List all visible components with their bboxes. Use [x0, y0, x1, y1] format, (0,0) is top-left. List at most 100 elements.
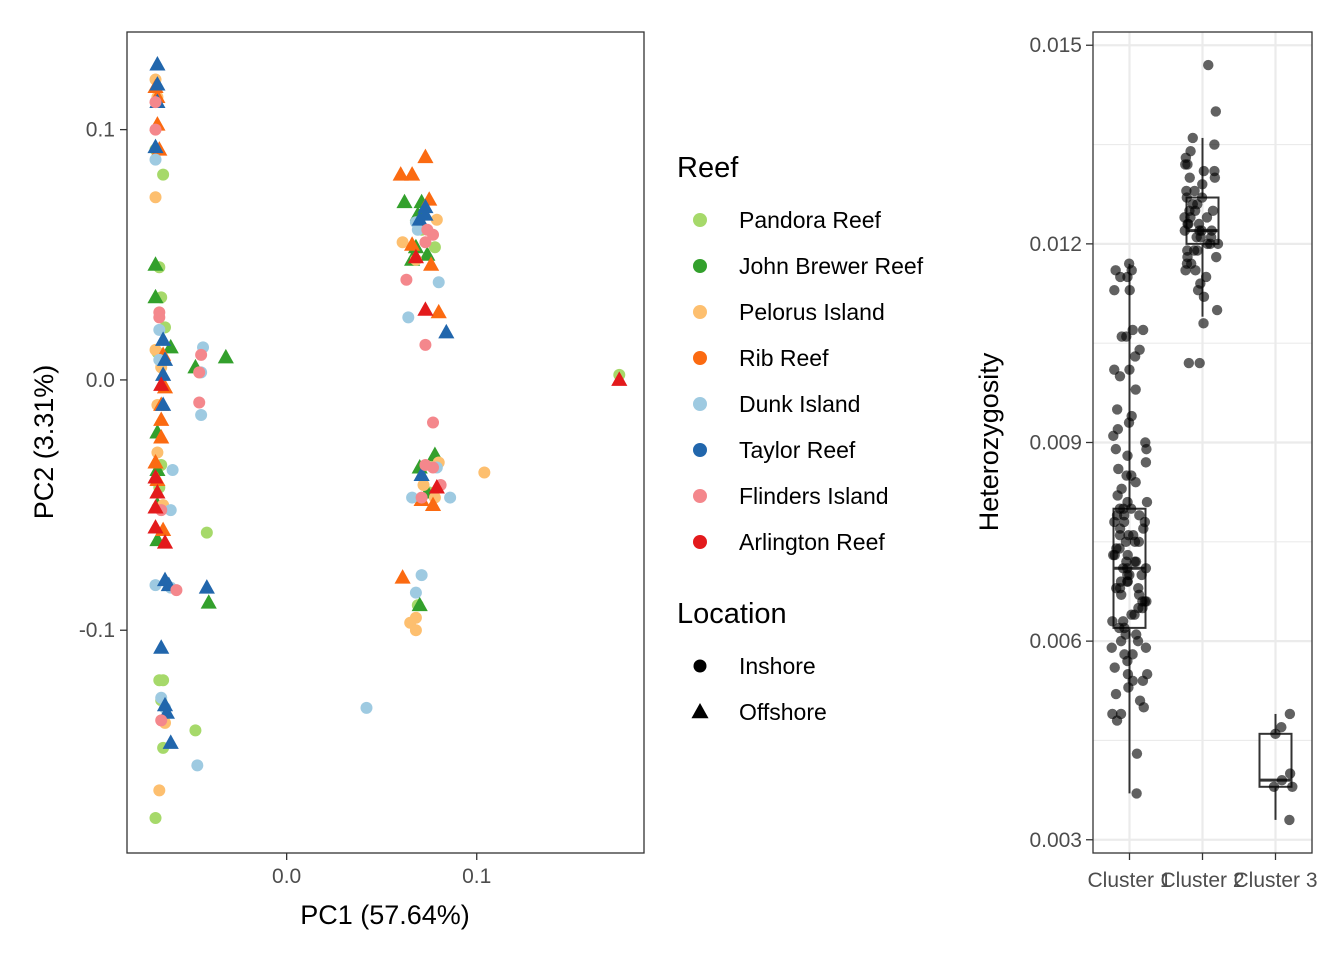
legend-label: Dunk Island	[739, 391, 860, 417]
jitter-point	[1284, 708, 1296, 720]
legend-label: Flinders Island	[739, 483, 889, 509]
point-circle	[195, 348, 208, 361]
legend-label: Rib Reef	[739, 345, 829, 371]
point-circle	[193, 366, 206, 379]
jitter-point	[1126, 609, 1137, 620]
jitter-point	[1191, 232, 1202, 243]
point-triangle	[147, 288, 164, 304]
point-triangle	[404, 166, 421, 181]
point-triangle	[611, 371, 628, 386]
point-triangle	[147, 256, 164, 271]
point-triangle	[217, 348, 234, 364]
box-marks	[1106, 59, 1298, 826]
legend-swatch	[693, 535, 707, 549]
point-triangle	[417, 301, 434, 316]
point-circle	[149, 191, 162, 204]
jitter-point	[1110, 443, 1122, 455]
jitter-point	[1129, 556, 1140, 567]
jitter-point	[1284, 814, 1295, 826]
jitter-point	[1129, 536, 1141, 548]
jitter-point	[1137, 675, 1149, 687]
point-triangle	[392, 166, 409, 181]
jitter-point	[1114, 622, 1125, 634]
point-circle	[149, 579, 162, 592]
legend-label: Taylor Reef	[739, 437, 856, 463]
jitter-point	[1131, 788, 1142, 799]
x-tick-label: Cluster 3	[1233, 869, 1317, 892]
jitter-point	[1111, 404, 1123, 415]
jitter-point	[1122, 655, 1133, 667]
point-circle	[195, 408, 208, 421]
legend-item-dunk-island: Dunk Island	[693, 391, 860, 417]
jitter-point	[1187, 132, 1198, 144]
point-triangle	[149, 56, 166, 71]
series-arlington-reef	[147, 248, 628, 549]
jitter-point	[1123, 682, 1134, 693]
legend-item-rib-reef: Rib Reef	[693, 345, 829, 371]
point-triangle	[147, 469, 164, 484]
legend-swatch	[693, 489, 707, 503]
point-triangle	[407, 248, 424, 264]
legend-swatch	[693, 259, 707, 273]
point-triangle	[404, 236, 421, 251]
point-triangle	[149, 461, 166, 476]
jitter-point	[1115, 635, 1127, 647]
point-triangle	[430, 303, 447, 319]
point-triangle	[423, 256, 440, 271]
point-circle	[428, 241, 441, 254]
y-tick-label: 0.012	[1029, 233, 1082, 256]
point-triangle	[156, 534, 174, 549]
jitter-point	[1198, 165, 1210, 177]
point-triangle	[147, 499, 164, 514]
jitter-point	[1127, 324, 1138, 336]
point-circle	[409, 624, 422, 637]
point-circle	[170, 584, 183, 597]
jitter-point	[1115, 271, 1126, 283]
jitter-point	[1138, 702, 1149, 713]
point-triangle	[394, 569, 411, 584]
point-triangle	[396, 193, 413, 209]
series-taylor-reef	[147, 56, 455, 749]
point-circle	[149, 96, 162, 109]
jitter-point	[1287, 781, 1298, 792]
point-triangle	[417, 148, 434, 164]
point-triangle	[438, 323, 455, 339]
jitter-point	[1179, 225, 1191, 236]
point-circle	[149, 811, 162, 824]
jitter-point	[1108, 549, 1119, 561]
point-circle	[432, 276, 445, 289]
point-circle	[419, 459, 432, 472]
pca-axes: 0.0 0.1 -0.1 0.0 0.1	[79, 119, 492, 888]
jitter-cluster-3	[1268, 708, 1298, 826]
jitter-point	[1122, 271, 1133, 283]
jitter-point	[1137, 324, 1149, 336]
jitter-point	[1130, 384, 1141, 395]
jitter-point	[1122, 450, 1133, 461]
jitter-point	[1116, 331, 1127, 342]
point-triangle	[428, 479, 445, 494]
point-triangle	[155, 366, 172, 381]
legend-label: Arlington Reef	[739, 529, 885, 555]
point-circle	[409, 586, 422, 599]
jitter-point	[1284, 768, 1296, 779]
jitter-point	[1129, 351, 1141, 362]
x-tick-label: Cluster 1	[1087, 869, 1171, 892]
point-circle	[149, 153, 162, 166]
point-circle	[419, 338, 432, 351]
jitter-point	[1209, 139, 1220, 150]
legend-location-items: Inshore Offshore	[691, 653, 827, 725]
point-triangle	[417, 198, 434, 214]
point-circle	[164, 504, 177, 517]
point-triangle	[413, 466, 430, 481]
jitter-point	[1132, 635, 1144, 647]
jitter-point	[1112, 490, 1123, 501]
legend-swatch-circle	[693, 659, 707, 673]
jitter-cluster-1	[1106, 258, 1153, 799]
jitter-point	[1114, 371, 1126, 382]
jitter-point	[1198, 291, 1210, 303]
point-triangle	[147, 454, 164, 469]
legend-swatch	[693, 351, 707, 365]
pca-points	[147, 56, 628, 824]
